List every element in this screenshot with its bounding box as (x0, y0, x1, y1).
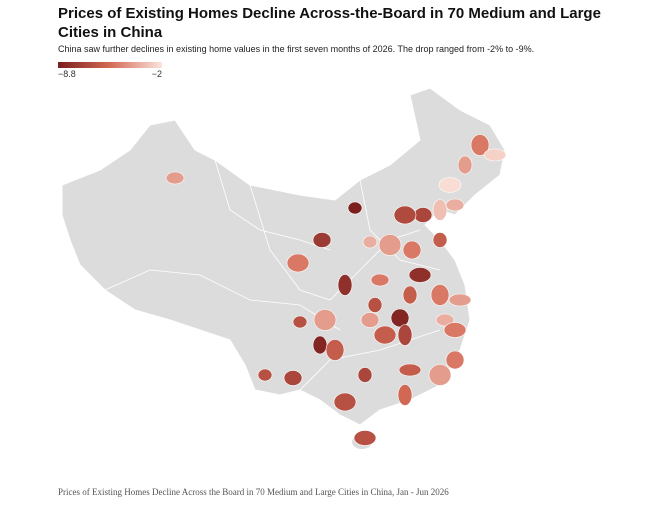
city-region (353, 430, 377, 446)
city-region (408, 267, 432, 283)
city-region (432, 199, 448, 221)
city-region (483, 148, 507, 162)
map: −8.8 −2 (58, 62, 507, 449)
legend-bar (58, 62, 162, 68)
city-region (445, 198, 465, 212)
city-region (402, 285, 418, 305)
city-region (390, 308, 410, 328)
city-region (457, 155, 473, 175)
city-region (432, 232, 448, 248)
city-region (393, 205, 417, 225)
city-region (402, 240, 422, 260)
legend-min: −8.8 (58, 69, 76, 79)
city-region (333, 392, 357, 412)
city-region (413, 207, 433, 223)
city-region (165, 171, 185, 185)
caption: Prices of Existing Homes Decline Across … (58, 487, 449, 497)
city-region (443, 322, 467, 338)
city-region (438, 177, 462, 193)
city-region (257, 368, 273, 382)
city-region (357, 367, 373, 383)
city-region (312, 335, 328, 355)
city-region (360, 312, 380, 328)
city-region (370, 273, 390, 287)
city-region (397, 384, 413, 406)
city-region (337, 274, 353, 296)
city-region (313, 309, 337, 331)
city-region (470, 134, 490, 156)
city-region (325, 339, 345, 361)
city-region (397, 324, 413, 346)
city-region (286, 253, 310, 273)
subtitle: China saw further declines in existing h… (58, 44, 535, 54)
city-region (445, 350, 465, 370)
city-region (312, 232, 332, 248)
city-region (373, 325, 397, 345)
city-region (283, 370, 303, 386)
city-region (448, 293, 472, 307)
city-region (428, 364, 452, 386)
city-region (398, 363, 422, 377)
city-region (362, 235, 378, 249)
city-region (347, 201, 363, 215)
city-region (430, 284, 450, 306)
city-region (435, 313, 455, 327)
city-region (367, 297, 383, 313)
city-region (378, 234, 402, 256)
city-region (292, 315, 308, 329)
title: Prices of Existing Homes Decline Across-… (58, 5, 601, 41)
legend-max: −2 (152, 69, 162, 79)
